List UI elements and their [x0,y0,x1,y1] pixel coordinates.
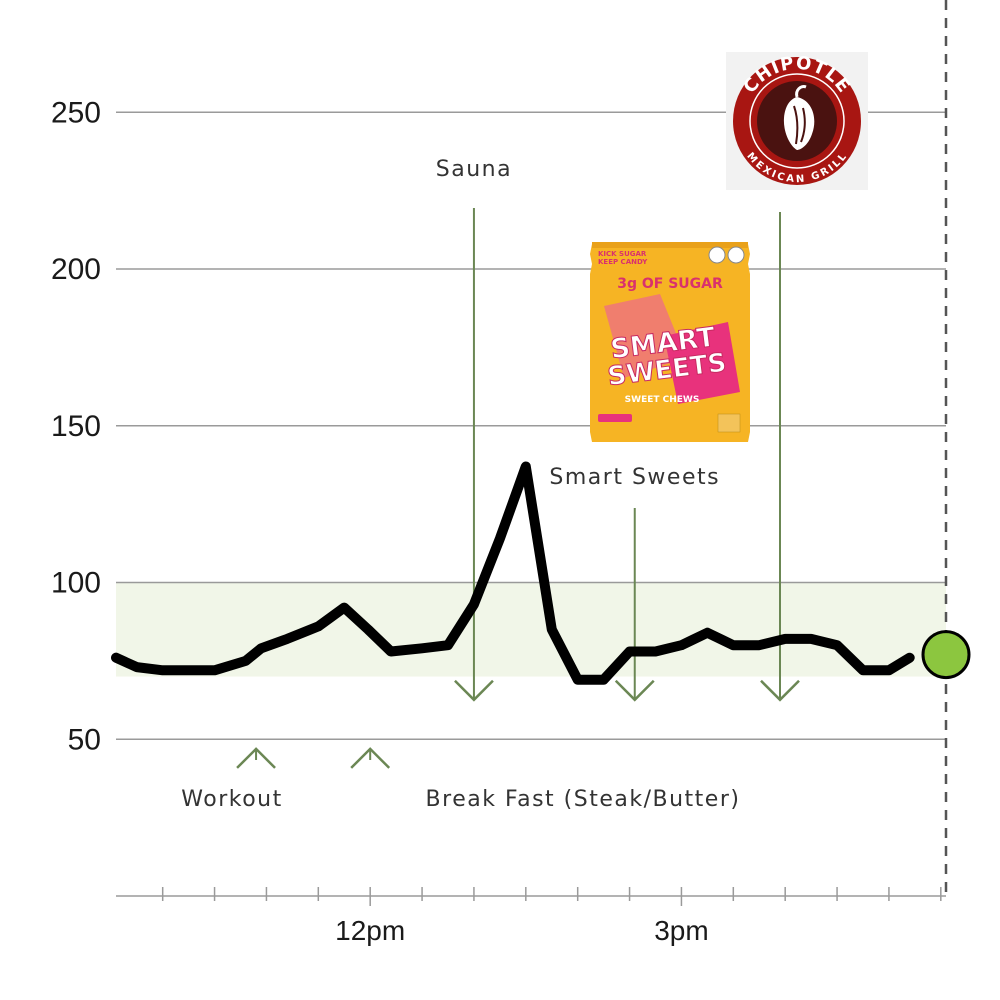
bag-subtitle-text: SWEET CHEWS [625,395,700,405]
target-range-band [116,582,946,677]
gridlines [116,111,946,740]
gummy-chew-shape [664,322,740,404]
bag-corner-text-2: KEEP CANDY [598,258,648,266]
gummy-chew-shape [604,294,686,378]
current-value-marker-layer [921,630,971,680]
annotation-label: Break Fast (Steak/Butter) [426,787,741,812]
y-tick-label-150: 150 [51,410,101,443]
chipotle-logo-image: CHIPOTLE MEXICAN GRILL [726,52,868,190]
bag-corner-text-1: KICK SUGAR [598,250,647,258]
bag-nutrition-box [717,413,741,433]
annotation-label: Sauna [436,157,512,182]
arrow-head [760,679,800,702]
y-tick-label-100: 100 [51,567,101,600]
y-tick-label-250: 250 [51,96,101,129]
x-tick-label-3pm: 3pm [654,915,708,946]
logo-inner-line [749,73,845,169]
arrow-head [454,679,494,702]
x-axis: 12pm 3pm [116,887,946,946]
annotation-label: Workout [181,787,282,812]
annotation-labels: Sauna Smart Sweets Workout Break Fast (Stea… [181,157,741,812]
annotation-arrows [236,208,800,769]
chili-pepper-icon [783,85,815,150]
arrow-head [236,747,276,769]
bag-banner-text: 3g OF SUGAR [617,276,723,292]
glucose-series [111,461,915,685]
bag-top-seal [592,242,748,248]
x-tick-label-12pm: 12pm [335,915,405,946]
down-arrow-icon [454,208,494,702]
up-arrow-icon [350,747,391,769]
arrow-head [614,679,655,702]
annotation-label: Smart Sweets [549,465,720,490]
up-arrow-icon [236,747,276,769]
down-arrow-icon [760,212,800,702]
y-axis-tick-labels: 50 100 150 200 250 [51,96,101,756]
glucose-line-series-0 [111,461,915,685]
arrow-head [350,747,391,769]
target-range-band-layer [116,582,946,677]
badge-icon [708,246,726,264]
current-value-marker [921,630,971,680]
down-arrow-icon [614,508,655,702]
y-tick-label-50: 50 [68,723,101,756]
badge-icon [727,246,745,264]
y-tick-label-200: 200 [51,253,101,286]
smart-sweets-bag-image: KICK SUGAR KEEP CANDY 3g OF SUGAR SMART … [590,242,750,442]
bag-label-strip [598,414,632,422]
